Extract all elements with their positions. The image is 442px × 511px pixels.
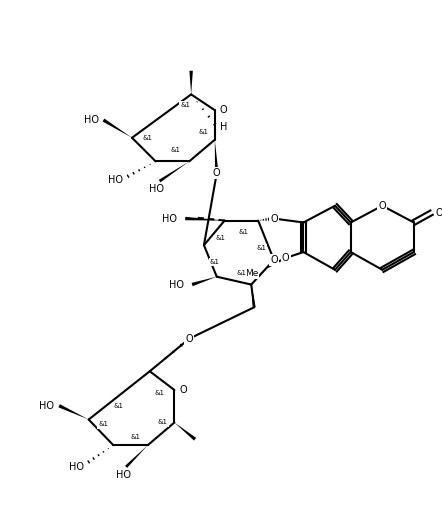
Text: O: O xyxy=(213,168,221,178)
Text: O: O xyxy=(378,201,386,211)
Text: &1: &1 xyxy=(155,390,164,396)
Text: O: O xyxy=(270,255,278,265)
Text: &1: &1 xyxy=(199,129,209,135)
Text: &1: &1 xyxy=(216,235,226,241)
Text: H: H xyxy=(220,122,227,132)
Text: HO: HO xyxy=(169,280,184,290)
Text: &1: &1 xyxy=(99,422,108,428)
Polygon shape xyxy=(185,217,225,221)
Polygon shape xyxy=(190,71,193,95)
Polygon shape xyxy=(103,119,132,138)
Text: O: O xyxy=(185,334,193,344)
Text: O: O xyxy=(282,253,290,263)
Text: &1: &1 xyxy=(256,245,266,251)
Text: &1: &1 xyxy=(180,102,190,108)
Text: &1: &1 xyxy=(113,403,123,409)
Text: &1: &1 xyxy=(170,147,180,153)
Polygon shape xyxy=(125,445,148,468)
Text: HO: HO xyxy=(149,184,164,194)
Text: Me: Me xyxy=(245,269,258,278)
Text: &1: &1 xyxy=(210,259,220,265)
Text: HO: HO xyxy=(69,462,84,472)
Text: &1: &1 xyxy=(131,434,141,440)
Polygon shape xyxy=(159,161,189,182)
Text: O: O xyxy=(435,207,442,218)
Polygon shape xyxy=(251,285,255,308)
Text: O: O xyxy=(270,214,278,223)
Text: HO: HO xyxy=(162,214,177,223)
Text: &1: &1 xyxy=(157,420,168,426)
Text: HO: HO xyxy=(116,470,131,480)
Text: &1: &1 xyxy=(238,229,248,236)
Polygon shape xyxy=(58,404,89,420)
Polygon shape xyxy=(215,140,218,173)
Polygon shape xyxy=(175,423,196,440)
Text: &1: &1 xyxy=(143,135,153,141)
Text: HO: HO xyxy=(39,401,54,411)
Text: O: O xyxy=(220,105,227,115)
Text: HO: HO xyxy=(108,175,123,185)
Polygon shape xyxy=(191,276,217,286)
Text: &1: &1 xyxy=(236,270,246,276)
Text: HO: HO xyxy=(84,115,99,125)
Text: O: O xyxy=(179,385,187,395)
